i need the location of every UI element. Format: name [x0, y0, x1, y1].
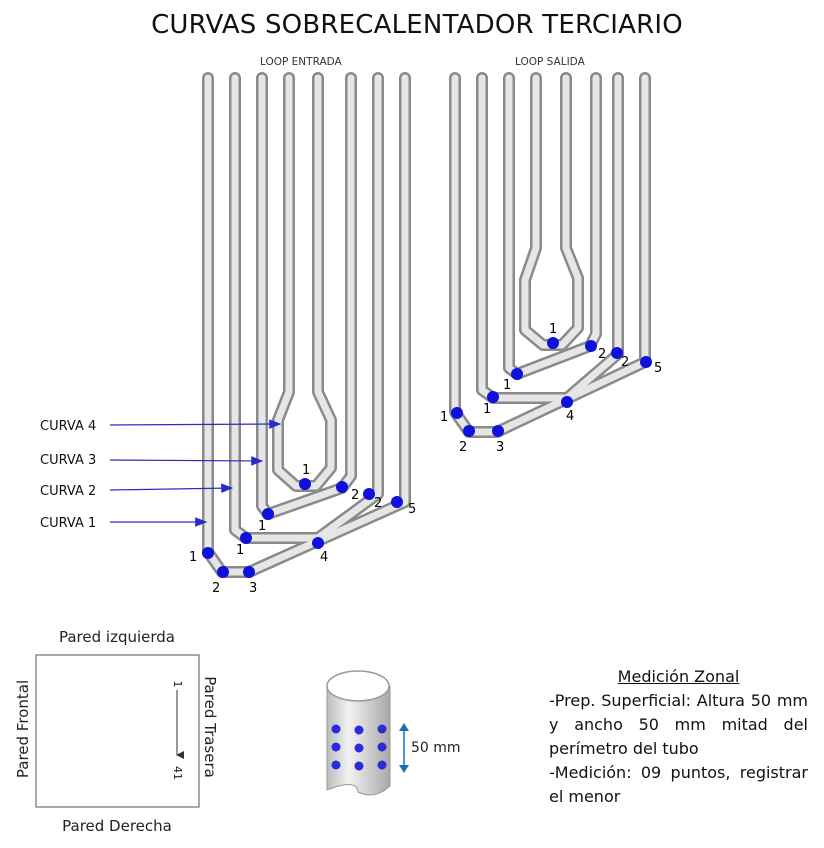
zonal-line-1: -Prep. Superficial: Altura 50 mm y ancho… — [549, 691, 808, 758]
measurement-point — [202, 547, 214, 559]
tube-end-label: 41 — [171, 766, 184, 780]
loop-salida-tubes — [449, 72, 651, 438]
curva-4: CURVA 4 — [40, 419, 282, 434]
point-label: 1 — [549, 322, 557, 337]
curva-4-label: CURVA 4 — [40, 419, 96, 434]
measurement-point — [391, 496, 403, 508]
tube-sample: 50 mm — [326, 670, 461, 796]
loop-salida-label: LOOP SALIDA — [515, 56, 585, 68]
point-label: 1 — [189, 550, 197, 565]
plan-box — [35, 654, 200, 808]
point-label: 1 — [302, 463, 310, 478]
curva-3-label: CURVA 3 — [40, 453, 96, 468]
measurement-point — [262, 508, 274, 520]
point-label: 3 — [249, 581, 257, 596]
measurement-point — [451, 407, 463, 419]
measurement-point — [336, 481, 348, 493]
entrada-points — [202, 478, 403, 578]
point-label: 2 — [351, 488, 359, 503]
entrada-point-labels: 1 2 2 1 1 1 2 3 4 5 — [189, 463, 416, 596]
measurement-point — [240, 532, 252, 544]
loop-entrada-label: LOOP ENTRADA — [260, 56, 342, 68]
measurement-point — [611, 347, 623, 359]
point-label: 1 — [483, 402, 491, 417]
point-label: 3 — [496, 440, 504, 455]
point-label: 5 — [654, 361, 662, 376]
measurement-point — [492, 425, 504, 437]
point-label: 1 — [236, 543, 244, 558]
point-label: 2 — [374, 496, 382, 511]
wall-right-label: Pared Trasera — [201, 676, 219, 778]
page-title: CURVAS SOBRECALENTADOR TERCIARIO — [151, 10, 683, 40]
point-label: 2 — [598, 347, 606, 362]
point-label: 1 — [258, 519, 266, 534]
salida-point-labels: 1 2 2 1 1 1 2 3 4 5 — [440, 322, 662, 455]
dimension-label: 50 mm — [411, 740, 461, 756]
measurement-point — [463, 425, 475, 437]
point-label: 2 — [212, 581, 220, 596]
wall-top-label: Pared izquierda — [59, 628, 175, 646]
curva-1-label: CURVA 1 — [40, 516, 96, 531]
measurement-point — [585, 340, 597, 352]
measurement-point — [511, 368, 523, 380]
measurement-point — [640, 356, 652, 368]
point-label: 4 — [320, 550, 328, 565]
zonal-measurement-note: Medición Zonal -Prep. Superficial: Altur… — [549, 665, 808, 809]
measurement-point — [561, 396, 573, 408]
sample-points — [331, 724, 387, 771]
measurement-point — [363, 488, 375, 500]
point-label: 2 — [621, 355, 629, 370]
measurement-point — [217, 566, 229, 578]
salida-points — [451, 337, 652, 437]
curva-1: CURVA 1 — [40, 516, 208, 531]
curva-2: CURVA 2 — [40, 483, 234, 499]
point-label: 5 — [408, 502, 416, 517]
measurement-point — [312, 537, 324, 549]
zonal-title: Medición Zonal — [617, 667, 740, 686]
curva-2-label: CURVA 2 — [40, 484, 96, 499]
measurement-point — [487, 391, 499, 403]
measurement-point — [547, 337, 559, 349]
point-label: 1 — [503, 378, 511, 393]
zonal-line-2: -Medición: 09 puntos, registrar el menor — [549, 763, 808, 806]
point-label: 2 — [459, 440, 467, 455]
wall-left-label: Pared Frontal — [14, 680, 32, 778]
tube-start-label: 1 — [171, 681, 184, 688]
point-label: 1 — [440, 410, 448, 425]
wall-plan: Pared izquierda Pared Derecha Pared Fron… — [14, 628, 219, 835]
point-label: 4 — [566, 409, 574, 424]
measurement-point — [243, 566, 255, 578]
curva-3: CURVA 3 — [40, 453, 264, 468]
wall-bottom-label: Pared Derecha — [62, 817, 172, 835]
measurement-point — [299, 478, 311, 490]
